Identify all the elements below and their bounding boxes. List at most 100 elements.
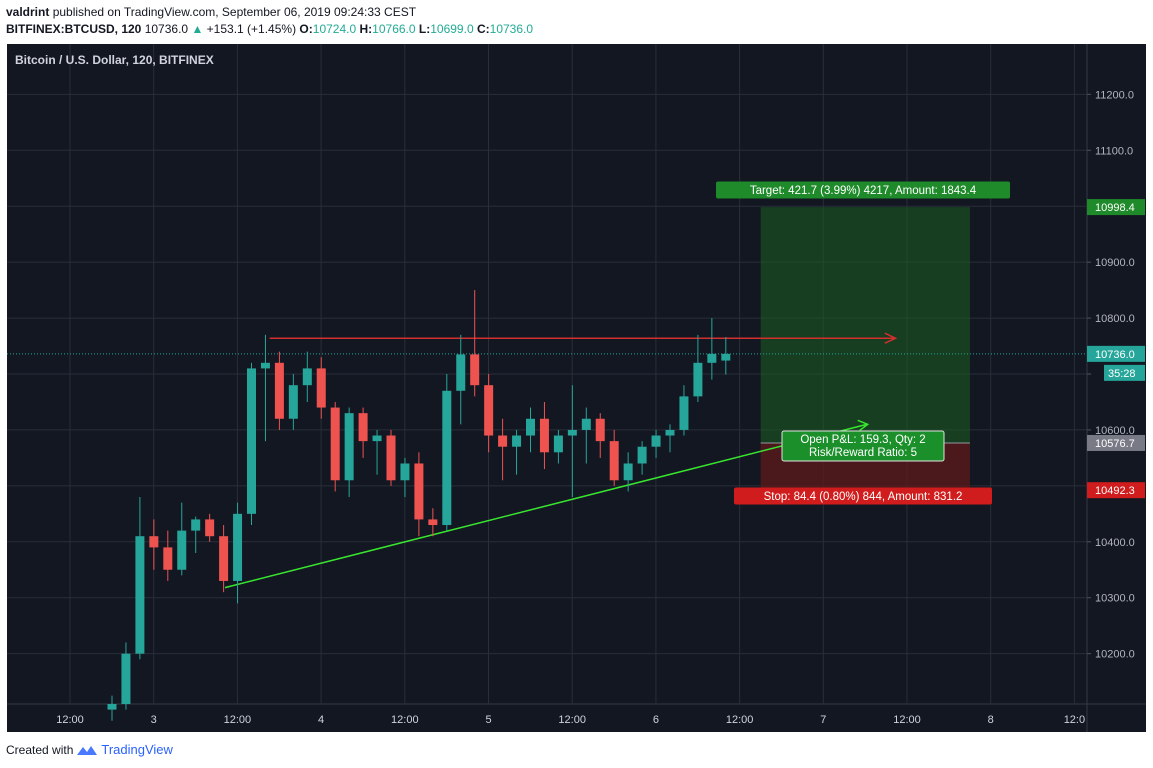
x-tick-label: 3 <box>151 714 157 726</box>
stop-label-box <box>734 487 992 505</box>
tradingview-logo-icon <box>77 745 98 755</box>
candle-up <box>177 530 187 570</box>
candle-up <box>456 354 466 391</box>
candle-down <box>330 407 340 481</box>
candle-up <box>721 353 731 361</box>
x-tick-label: 12:00 <box>558 714 586 726</box>
candle-down <box>149 536 159 548</box>
x-tick-label: 12:00 <box>726 714 754 726</box>
last-price-tag: 10736.0 <box>1095 349 1135 361</box>
candle-up <box>302 368 312 386</box>
trend-lines <box>7 332 1087 589</box>
open-key: O: <box>299 22 313 36</box>
low-value: 10699.0 <box>430 22 474 36</box>
position-zones <box>760 207 970 491</box>
candle-up <box>526 418 535 436</box>
publish-info: valdrint published on TradingView.com, S… <box>6 5 416 19</box>
x-tick-label: 8 <box>988 714 994 726</box>
countdown-tag: 35:28 <box>1108 368 1136 380</box>
close-value: 10736.0 <box>489 22 534 36</box>
symbol-info: BITFINEX:BTCUSD, 120 10736.0 ▲ +153.1 (+… <box>6 22 533 36</box>
candle-up <box>581 418 591 430</box>
up-triangle-icon: ▲ <box>191 22 204 36</box>
candle-up <box>260 362 270 369</box>
candle-down <box>274 362 284 419</box>
entry-price-tag-bg <box>1087 434 1145 451</box>
y-tick-label: 10600.0 <box>1095 425 1135 437</box>
high-key: H: <box>359 22 373 36</box>
candle-up <box>233 513 243 581</box>
last-price-tag-bg <box>1087 345 1145 362</box>
candle-up <box>567 429 577 436</box>
author-name[interactable]: valdrint <box>6 5 50 19</box>
candle-up <box>442 390 452 526</box>
candle-down <box>205 519 215 537</box>
y-tick-label: 10300.0 <box>1095 593 1135 605</box>
footer: Created with TradingView <box>6 742 173 757</box>
target-label-box <box>716 181 1010 199</box>
countdown-bg <box>1104 364 1145 381</box>
close-key: C: <box>476 22 490 36</box>
price-change: +153.1 (+1.45%) <box>206 22 297 36</box>
candle-down <box>428 519 438 526</box>
y-tick-label: 10200.0 <box>1095 649 1135 661</box>
x-tick-label: 12:00 <box>893 714 921 726</box>
target-label: Target: 421.7 (3.99%) 4217, Amount: 1843… <box>750 185 977 197</box>
candle-down <box>470 354 480 386</box>
y-axis-labels: 10200.0 10300.0 10400.0 10600.0 10800.0 10900… <box>1087 89 1145 661</box>
y-tick-label: 10900.0 <box>1095 257 1135 269</box>
candle-up <box>637 446 647 464</box>
candle-down <box>484 385 494 436</box>
tradingview-brand[interactable]: TradingView <box>101 742 173 757</box>
x-axis-labels: 12:00 3 12:00 4 12:00 5 12:00 6 12:00 7 12:00 8 12:0 <box>56 714 1085 726</box>
chart-title: Bitcoin / U.S. Dollar, 120, BITFINEX <box>15 53 214 67</box>
candle-down <box>163 547 173 570</box>
candle-up <box>344 413 354 481</box>
candle-up <box>135 536 145 654</box>
candle-up <box>707 353 717 363</box>
x-tick-label: 5 <box>485 714 491 726</box>
target-zone <box>760 207 970 443</box>
publish-text: published on TradingView.com, September … <box>52 5 417 19</box>
candle-down <box>414 463 424 520</box>
candle-up <box>191 519 201 531</box>
support-line <box>224 423 867 589</box>
entry-price-tag: 10576.7 <box>1095 438 1135 450</box>
target-price-tag-bg <box>1087 199 1145 216</box>
candle-down <box>316 368 326 408</box>
pnl-box <box>781 430 945 462</box>
candle-up <box>651 435 661 447</box>
x-tick-label: 12:00 <box>56 714 84 726</box>
candle-up <box>400 463 410 481</box>
target-price-tag: 10998.4 <box>1095 202 1135 214</box>
high-value: 10766.0 <box>372 22 416 36</box>
time-axis[interactable] <box>7 704 1146 732</box>
pnl-label: Open P&L: 159.3, Qty: 2 <box>800 434 925 446</box>
created-with-text: Created with <box>6 742 74 757</box>
candle-up <box>512 435 522 447</box>
stop-price-tag: 10492.3 <box>1095 485 1135 497</box>
candle-down <box>386 435 396 481</box>
candle-down <box>595 418 605 442</box>
x-tick-label: 4 <box>318 714 324 726</box>
candle-down <box>219 536 229 581</box>
symbol-label: BITFINEX:BTCUSD, 120 <box>6 22 142 36</box>
candle-down <box>539 418 549 453</box>
candle-up <box>121 653 131 704</box>
candle-up <box>288 385 298 419</box>
candle-up <box>553 435 563 453</box>
open-value: 10724.0 <box>312 22 357 36</box>
position-labels: Target: 421.7 (3.99%) 4217, Amount: 1843… <box>716 181 1010 505</box>
candle-down <box>609 441 619 481</box>
x-tick-label: 6 <box>653 714 659 726</box>
candle-up <box>665 429 675 436</box>
y-tick-label: 10800.0 <box>1095 313 1135 325</box>
candles <box>107 290 731 721</box>
y-tick-label: 11200.0 <box>1095 89 1134 101</box>
candle-down <box>358 413 368 442</box>
stop-label: Stop: 84.4 (0.80%) 844, Amount: 831.2 <box>764 491 963 503</box>
candle-up <box>372 435 382 442</box>
low-key: L: <box>418 22 431 36</box>
candle-down <box>498 435 508 447</box>
